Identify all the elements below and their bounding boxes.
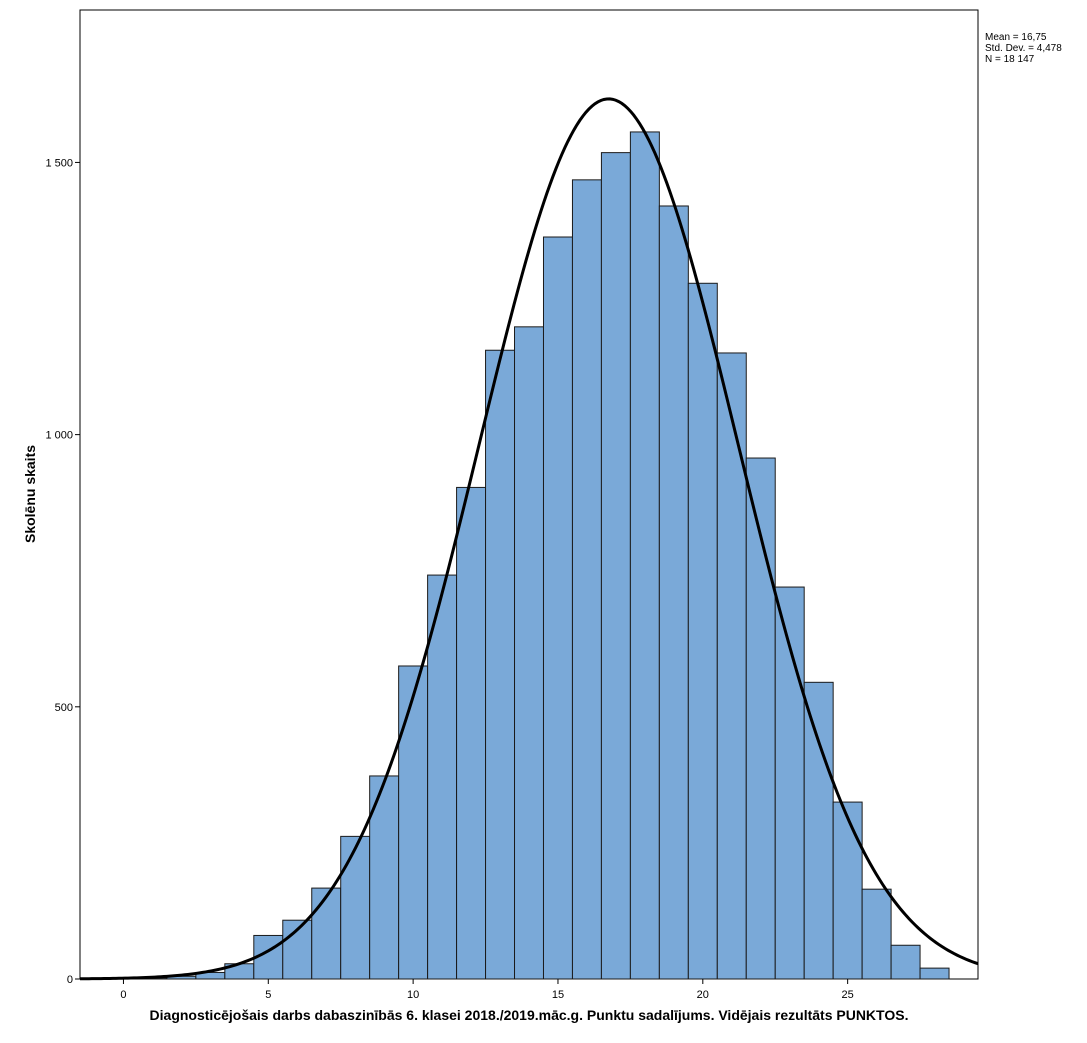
histogram-bar <box>542 236 573 980</box>
histogram-bar <box>890 944 921 980</box>
histogram-bar <box>514 326 544 980</box>
bars-group <box>108 131 950 980</box>
y-tick-label: 500 <box>55 702 73 714</box>
histogram-bar <box>485 349 516 980</box>
x-axis-ticks: 0 5 10 15 20 25 <box>120 979 854 1001</box>
x-tick-label: 10 <box>407 989 419 1001</box>
y-tick-label: 0 <box>67 974 73 986</box>
x-tick-label: 25 <box>842 989 854 1001</box>
histogram-bar <box>861 888 892 980</box>
y-tick-label: 1 000 <box>45 430 73 442</box>
y-axis-title: Skolēnu skaits <box>22 445 38 543</box>
histogram-bar <box>600 152 631 980</box>
x-axis-title: Diagnosticējošais darbs dabaszinībās 6. … <box>150 1007 909 1023</box>
histogram-bar <box>340 835 371 980</box>
histogram-bar <box>919 967 950 980</box>
stat-std-dev: Std. Dev. = 4,478 <box>985 43 1062 54</box>
x-tick-label: 20 <box>697 989 709 1001</box>
histogram-bar <box>803 681 834 980</box>
histogram-bar <box>427 574 458 980</box>
histogram-bar <box>571 179 602 980</box>
histogram-bar <box>716 352 747 980</box>
x-tick-label: 0 <box>120 989 126 1001</box>
y-tick-label: 1 500 <box>45 157 73 169</box>
histogram-bar <box>398 665 429 980</box>
x-tick-label: 5 <box>265 989 271 1001</box>
stats-box: Mean = 16,75 Std. Dev. = 4,478 N = 18 14… <box>985 32 1062 65</box>
histogram-bar <box>658 205 689 980</box>
stat-n: N = 18 147 <box>985 54 1035 65</box>
histogram-bar <box>311 887 342 980</box>
histogram-bar <box>832 801 863 980</box>
histogram-bar <box>629 131 660 980</box>
histogram-bar <box>687 282 718 980</box>
histogram-bar <box>745 457 776 980</box>
stat-mean: Mean = 16,75 <box>985 32 1047 43</box>
histogram-bar <box>456 486 487 980</box>
x-tick-label: 15 <box>552 989 564 1001</box>
y-axis-ticks: 0 500 1 000 1 500 <box>45 157 80 986</box>
normal-curve <box>79 97 979 981</box>
